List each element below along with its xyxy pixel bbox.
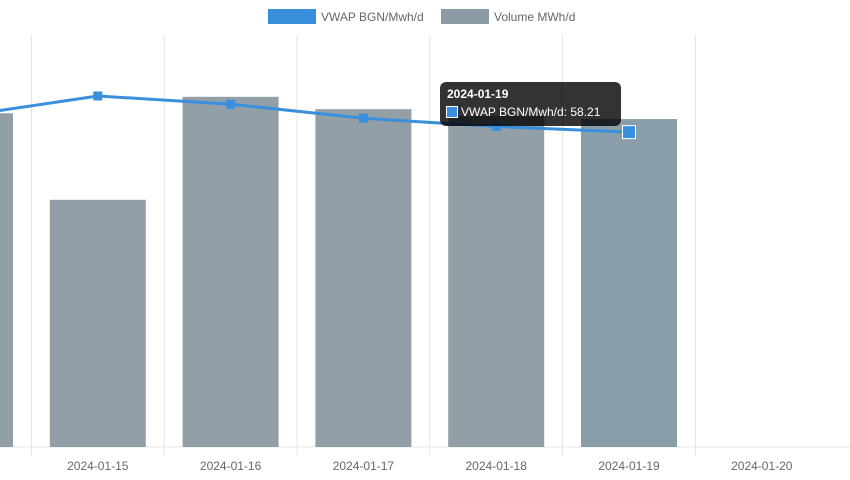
legend-swatch-volume bbox=[441, 9, 489, 24]
chart-tooltip: 2024-01-19 VWAP BGN/Mwh/d: 58.21 bbox=[440, 82, 621, 126]
volume-bar[interactable] bbox=[0, 113, 13, 447]
legend-label-volume: Volume MWh/d bbox=[494, 10, 575, 24]
vwap-point[interactable] bbox=[491, 121, 501, 131]
x-tick-label: 2024-01-16 bbox=[200, 459, 262, 473]
volume-bar[interactable] bbox=[49, 199, 146, 447]
tooltip-row: VWAP BGN/Mwh/d: 58.21 bbox=[446, 103, 615, 121]
tooltip-value-text: VWAP BGN/Mwh/d: 58.21 bbox=[461, 105, 601, 119]
x-tick-label: 2024-01-19 bbox=[598, 459, 660, 473]
volume-bars bbox=[0, 96, 677, 448]
legend-item-vwap[interactable]: VWAP BGN/Mwh/d bbox=[268, 9, 424, 24]
x-tick-label: 2024-01-20 bbox=[731, 459, 793, 473]
legend-label-vwap: VWAP BGN/Mwh/d bbox=[321, 10, 424, 24]
volume-bar[interactable] bbox=[448, 115, 545, 447]
tooltip-color-swatch bbox=[446, 106, 458, 118]
vwap-line-series bbox=[0, 91, 636, 140]
x-tick-label: 2024-01-15 bbox=[67, 459, 129, 473]
x-tick-label: 2024-01-18 bbox=[466, 459, 528, 473]
vwap-point[interactable] bbox=[358, 113, 368, 123]
x-axis-ticks: 2024-01-15 2024-01-16 2024-01-17 2024-01-18… bbox=[67, 459, 793, 473]
x-tick-label: 2024-01-17 bbox=[333, 459, 395, 473]
vwap-point[interactable] bbox=[226, 99, 236, 109]
vwap-point[interactable] bbox=[93, 91, 103, 101]
vwap-point-active[interactable] bbox=[622, 125, 636, 140]
volume-bar[interactable] bbox=[315, 109, 412, 447]
legend-swatch-vwap bbox=[268, 9, 316, 24]
legend-item-volume[interactable]: Volume MWh/d bbox=[441, 9, 575, 24]
chart-legend: VWAP BGN/Mwh/d Volume MWh/d bbox=[268, 9, 575, 24]
volume-bar[interactable] bbox=[182, 96, 279, 448]
tooltip-title: 2024-01-19 bbox=[447, 87, 509, 101]
volume-bar[interactable] bbox=[581, 119, 677, 447]
vwap-line bbox=[0, 94, 631, 134]
